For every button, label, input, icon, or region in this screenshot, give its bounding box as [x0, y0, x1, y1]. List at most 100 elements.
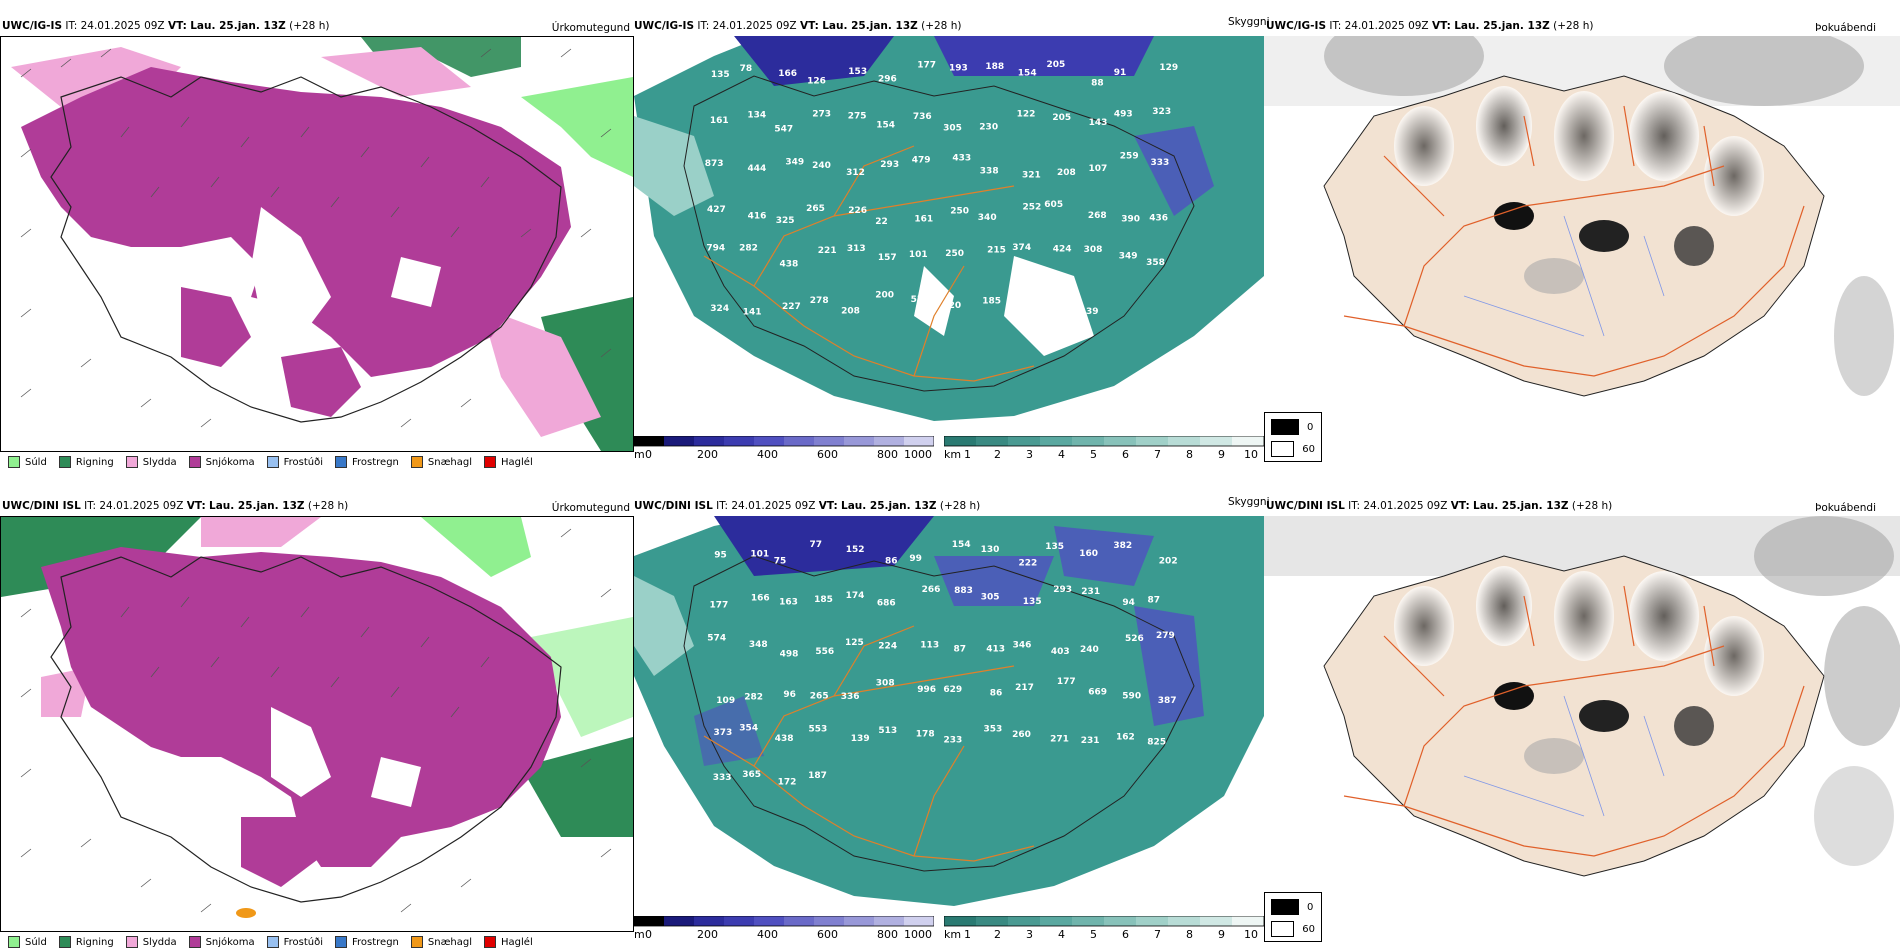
sky-height-label: 433	[952, 154, 971, 164]
colorbar-m-ticks: m 0 200 400 600 800 1000	[634, 928, 944, 944]
sky-height-label: 107	[1089, 164, 1108, 174]
fog-legend-label: 60	[1302, 923, 1315, 935]
legend-swatch	[188, 936, 201, 948]
sky-height-label: 325	[776, 216, 795, 226]
colorbar-tick: 4	[1058, 448, 1065, 461]
it-value: 24.01.2025 09Z	[712, 20, 797, 32]
sky-height-label: 320	[942, 301, 961, 311]
precip-map[interactable]	[0, 516, 634, 932]
sky-height-label: 122	[1017, 110, 1036, 120]
sky-height-label: 160	[1079, 549, 1098, 559]
colorbar-tick: 400	[757, 448, 778, 461]
precip-legend: Súld Rigning Slydda Snjókoma Frostúði Fr…	[8, 456, 545, 468]
sky-height-label: 338	[980, 166, 999, 176]
colorbar-unit: km	[944, 928, 962, 941]
colorbar-m-svg	[634, 436, 934, 447]
panel-header: UWC/IG-IS IT: 24.01.2025 09Z VT: Lau. 25…	[1266, 18, 1593, 36]
precip-map[interactable]	[0, 36, 634, 452]
it-label: IT:	[716, 500, 729, 512]
sky-height-label: 161	[914, 214, 933, 224]
cloud-map[interactable]: 95 101 75 77 152 86 99 154 130 222 135 160 382 202 177…	[634, 516, 1264, 916]
colorbar-tick: 7	[1154, 928, 1161, 941]
sky-height-label: 282	[744, 693, 763, 703]
sky-height-label: 296	[878, 75, 897, 85]
sky-height-label: 539	[911, 295, 930, 305]
sky-height-label: 233	[944, 735, 963, 745]
cloud-map[interactable]: 135 78 166 126 153 296 177 193 188 154 205 88 91 129 1…	[634, 36, 1264, 436]
sky-height-label: 217	[1015, 683, 1034, 693]
sky-height-label: 126	[807, 77, 826, 87]
colorbar-tick: 1	[964, 928, 971, 941]
colorbar-m-ticks: m 0 200 400 600 800 1000	[634, 448, 944, 464]
sky-height-label: 161	[710, 116, 729, 126]
sky-height-label: 321	[1022, 170, 1041, 180]
legend-item: Snæhagl	[410, 456, 472, 468]
vt-label: VT:	[1450, 500, 1470, 512]
legend-swatch	[8, 936, 20, 948]
sky-height-label: 208	[1057, 168, 1076, 178]
sky-height-label: 143	[1089, 118, 1108, 128]
sky-height-label: 873	[705, 159, 724, 169]
sky-height-label: 202	[1159, 557, 1178, 567]
sky-height-label: 313	[847, 244, 866, 254]
sky-height-label: 240	[812, 161, 831, 171]
colorbar-tick: 2	[994, 448, 1001, 461]
sky-height-label: 282	[739, 243, 758, 253]
fog-map[interactable]	[1264, 516, 1900, 946]
fog-map[interactable]	[1264, 36, 1900, 466]
sky-height-label: 413	[986, 644, 1005, 654]
sky-height-label: 101	[909, 250, 928, 260]
sky-height-label: 669	[1088, 688, 1107, 698]
fog-swatch-black	[1271, 899, 1299, 915]
legend-item: Frostregn	[335, 456, 399, 468]
colorbar-tick: 800	[877, 928, 898, 941]
panel-header: UWC/DINI ISL IT: 24.01.2025 09Z VT: Lau.…	[1266, 498, 1612, 516]
sky-height-label: 101	[750, 550, 769, 560]
sky-height-label: 174	[846, 591, 865, 601]
sky-height-label: 231	[1081, 587, 1100, 597]
it-value: 24.01.2025 09Z	[80, 20, 165, 32]
legend-swatch	[410, 456, 423, 468]
legend-label: Súld	[25, 936, 47, 948]
sky-height-label: 185	[982, 297, 1001, 307]
fog-swatch-black	[1271, 419, 1299, 435]
sky-height-label: 95	[714, 551, 727, 561]
legend-item: Snjókoma	[188, 936, 255, 948]
sky-height-label: 113	[920, 641, 939, 651]
lead-time: (+28 h)	[307, 500, 349, 512]
it-label: IT:	[697, 20, 710, 32]
sky-height-label: 157	[878, 253, 897, 263]
colorbar-tick: 0	[645, 928, 652, 941]
sky-height-label: 135	[1023, 597, 1042, 607]
sky-height-label: 273	[812, 110, 831, 120]
sky-height-label: 333	[713, 773, 732, 783]
sky-height-label: 293	[880, 160, 899, 170]
fog-legend-label: 60	[1302, 443, 1315, 455]
sky-height-label: 77	[810, 540, 823, 550]
legend-swatch	[484, 456, 497, 468]
sky-height-label: 185	[814, 595, 833, 605]
cloud-panel-2: UWC/DINI ISL IT: 24.01.2025 09Z VT: Lau.…	[634, 496, 1270, 946]
fog-panel-1: UWC/IG-IS IT: 24.01.2025 09Z VT: Lau. 25…	[1264, 16, 1900, 466]
sky-height-label: 553	[809, 724, 828, 734]
sky-labels: 135 78 166 126 153 296 177 193 188 154 205 88 91 129 1…	[705, 60, 1178, 318]
sky-height-label: 349	[1119, 251, 1138, 261]
panel-title: Skyggni	[1228, 16, 1270, 28]
precip-panel-1: UWC/IG-IS IT: 24.01.2025 09Z VT: Lau. 25…	[0, 16, 634, 468]
fog-legend-label: 0	[1307, 901, 1314, 913]
legend-swatch	[58, 456, 71, 468]
fog-legend-row: 0	[1271, 419, 1315, 435]
sky-height-label: 323	[1152, 107, 1171, 117]
vt-label: VT:	[818, 500, 838, 512]
sky-height-label: 479	[912, 156, 931, 166]
sky-height-label: 227	[782, 302, 801, 312]
sky-height-label: 424	[1053, 245, 1072, 255]
sky-height-label: 259	[1120, 152, 1139, 162]
legend-label: Súld	[25, 456, 47, 468]
sky-height-label: 266	[922, 585, 941, 595]
panel-title: Skyggni	[1228, 496, 1270, 508]
legend-item: Súld	[8, 456, 47, 468]
sky-height-label: 99	[909, 554, 922, 564]
legend-label: Haglél	[501, 936, 533, 948]
it-value: 24.01.2025 09Z	[99, 500, 184, 512]
